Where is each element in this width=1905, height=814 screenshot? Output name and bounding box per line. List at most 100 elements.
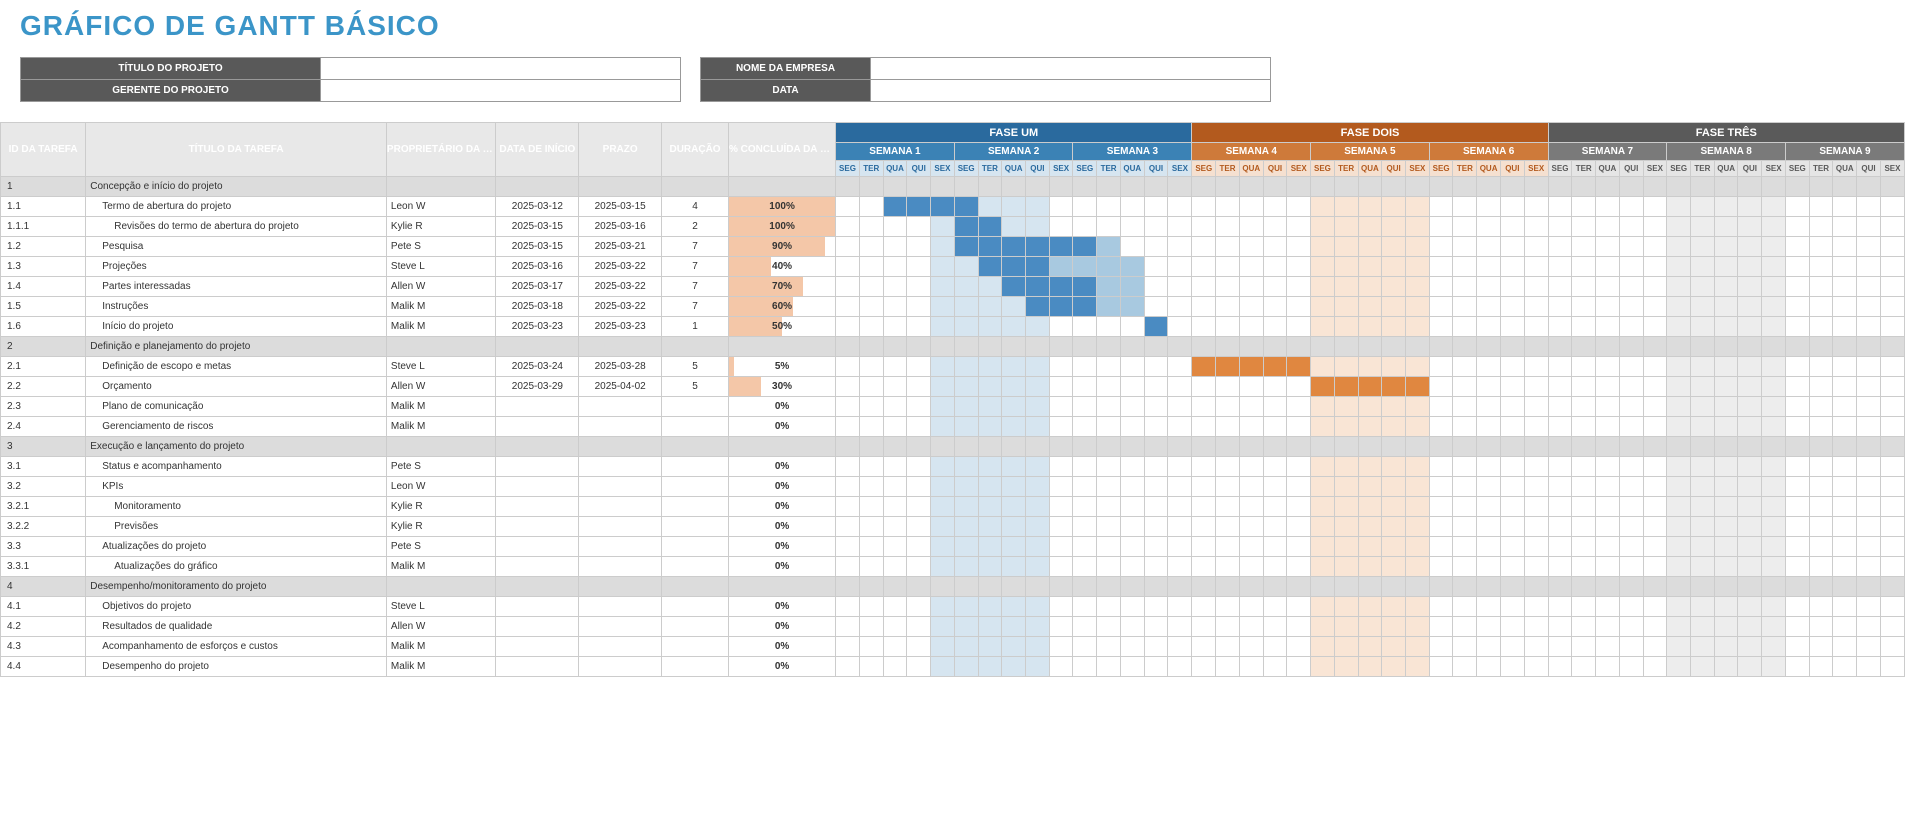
gantt-cell[interactable] bbox=[1619, 357, 1643, 377]
task-id-cell[interactable]: 1.6 bbox=[1, 317, 86, 337]
gantt-cell[interactable] bbox=[1596, 237, 1620, 257]
gantt-cell[interactable] bbox=[1287, 477, 1311, 497]
gantt-cell[interactable] bbox=[1287, 597, 1311, 617]
gantt-cell[interactable] bbox=[1477, 557, 1501, 577]
gantt-cell[interactable] bbox=[1311, 317, 1335, 337]
gantt-cell[interactable] bbox=[1667, 297, 1691, 317]
gantt-cell[interactable] bbox=[1619, 657, 1643, 677]
gantt-cell[interactable] bbox=[836, 197, 860, 217]
gantt-cell[interactable] bbox=[1168, 237, 1192, 257]
gantt-cell[interactable] bbox=[836, 297, 860, 317]
gantt-cell[interactable] bbox=[1358, 277, 1382, 297]
gantt-cell[interactable] bbox=[1429, 317, 1453, 337]
task-start-cell[interactable] bbox=[496, 397, 579, 417]
gantt-cell[interactable] bbox=[1880, 477, 1904, 497]
gantt-cell[interactable] bbox=[1833, 537, 1857, 557]
gantt-cell[interactable] bbox=[1762, 617, 1786, 637]
gantt-cell[interactable] bbox=[1263, 217, 1287, 237]
gantt-cell[interactable] bbox=[1002, 257, 1026, 277]
gantt-cell[interactable] bbox=[954, 257, 978, 277]
gantt-cell[interactable] bbox=[1500, 417, 1524, 437]
gantt-cell[interactable] bbox=[836, 397, 860, 417]
gantt-cell[interactable] bbox=[1691, 597, 1715, 617]
task-title-cell[interactable]: Início do projeto bbox=[86, 317, 387, 337]
gantt-cell[interactable] bbox=[836, 537, 860, 557]
gantt-cell[interactable] bbox=[1524, 437, 1548, 457]
gantt-cell[interactable] bbox=[1311, 517, 1335, 537]
gantt-cell[interactable] bbox=[1144, 577, 1168, 597]
task-id-cell[interactable]: 1 bbox=[1, 177, 86, 197]
gantt-cell[interactable] bbox=[1311, 497, 1335, 517]
gantt-cell[interactable] bbox=[1239, 497, 1263, 517]
gantt-cell[interactable] bbox=[1334, 337, 1358, 357]
gantt-cell[interactable] bbox=[1809, 557, 1833, 577]
gantt-cell[interactable] bbox=[1406, 517, 1430, 537]
gantt-cell[interactable] bbox=[1406, 477, 1430, 497]
gantt-cell[interactable] bbox=[1216, 317, 1240, 337]
task-id-cell[interactable]: 1.2 bbox=[1, 237, 86, 257]
gantt-cell[interactable] bbox=[1287, 537, 1311, 557]
gantt-cell[interactable] bbox=[1809, 317, 1833, 337]
gantt-cell[interactable] bbox=[859, 277, 883, 297]
gantt-cell[interactable] bbox=[907, 537, 931, 557]
gantt-cell[interactable] bbox=[1192, 417, 1216, 437]
gantt-cell[interactable] bbox=[1880, 417, 1904, 437]
gantt-cell[interactable] bbox=[1311, 577, 1335, 597]
gantt-cell[interactable] bbox=[1809, 497, 1833, 517]
gantt-cell[interactable] bbox=[1596, 277, 1620, 297]
gantt-cell[interactable] bbox=[1548, 497, 1572, 517]
task-start-cell[interactable] bbox=[496, 577, 579, 597]
gantt-cell[interactable] bbox=[1738, 457, 1762, 477]
gantt-cell[interactable] bbox=[1572, 457, 1596, 477]
gantt-cell[interactable] bbox=[1714, 357, 1738, 377]
gantt-cell[interactable] bbox=[1358, 217, 1382, 237]
task-owner-cell[interactable]: Pete S bbox=[386, 457, 496, 477]
task-row[interactable]: 3.3Atualizações do projetoPete S0% bbox=[1, 537, 1905, 557]
gantt-cell[interactable] bbox=[1049, 477, 1073, 497]
gantt-cell[interactable] bbox=[1073, 217, 1097, 237]
gantt-cell[interactable] bbox=[1453, 537, 1477, 557]
task-pct-cell[interactable]: 0% bbox=[729, 597, 836, 617]
gantt-cell[interactable] bbox=[1382, 657, 1406, 677]
gantt-cell[interactable] bbox=[1144, 417, 1168, 437]
section-row[interactable]: 3Execução e lançamento do projeto bbox=[1, 437, 1905, 457]
gantt-cell[interactable] bbox=[1026, 277, 1050, 297]
gantt-cell[interactable] bbox=[1524, 577, 1548, 597]
gantt-cell[interactable] bbox=[1857, 597, 1881, 617]
task-owner-cell[interactable] bbox=[386, 177, 496, 197]
gantt-cell[interactable] bbox=[1762, 557, 1786, 577]
gantt-cell[interactable] bbox=[1263, 477, 1287, 497]
gantt-cell[interactable] bbox=[1382, 197, 1406, 217]
gantt-cell[interactable] bbox=[931, 217, 955, 237]
gantt-cell[interactable] bbox=[1049, 657, 1073, 677]
gantt-cell[interactable] bbox=[1548, 657, 1572, 677]
gantt-cell[interactable] bbox=[1406, 297, 1430, 317]
gantt-cell[interactable] bbox=[1500, 317, 1524, 337]
gantt-cell[interactable] bbox=[1714, 657, 1738, 677]
gantt-cell[interactable] bbox=[1809, 637, 1833, 657]
task-end-cell[interactable] bbox=[579, 477, 662, 497]
gantt-cell[interactable] bbox=[836, 477, 860, 497]
gantt-cell[interactable] bbox=[1477, 277, 1501, 297]
gantt-cell[interactable] bbox=[1026, 497, 1050, 517]
gantt-cell[interactable] bbox=[1738, 517, 1762, 537]
gantt-cell[interactable] bbox=[1120, 577, 1144, 597]
gantt-cell[interactable] bbox=[1619, 177, 1643, 197]
gantt-cell[interactable] bbox=[1358, 577, 1382, 597]
gantt-cell[interactable] bbox=[1500, 537, 1524, 557]
gantt-cell[interactable] bbox=[1500, 377, 1524, 397]
gantt-cell[interactable] bbox=[1049, 597, 1073, 617]
gantt-cell[interactable] bbox=[883, 657, 907, 677]
gantt-cell[interactable] bbox=[1429, 237, 1453, 257]
gantt-cell[interactable] bbox=[1216, 597, 1240, 617]
gantt-cell[interactable] bbox=[1429, 277, 1453, 297]
gantt-cell[interactable] bbox=[1667, 237, 1691, 257]
gantt-cell[interactable] bbox=[1049, 537, 1073, 557]
gantt-cell[interactable] bbox=[1239, 197, 1263, 217]
gantt-cell[interactable] bbox=[1049, 297, 1073, 317]
gantt-cell[interactable] bbox=[1643, 397, 1667, 417]
gantt-cell[interactable] bbox=[1857, 477, 1881, 497]
gantt-cell[interactable] bbox=[1643, 517, 1667, 537]
gantt-cell[interactable] bbox=[1097, 277, 1121, 297]
gantt-cell[interactable] bbox=[1429, 577, 1453, 597]
